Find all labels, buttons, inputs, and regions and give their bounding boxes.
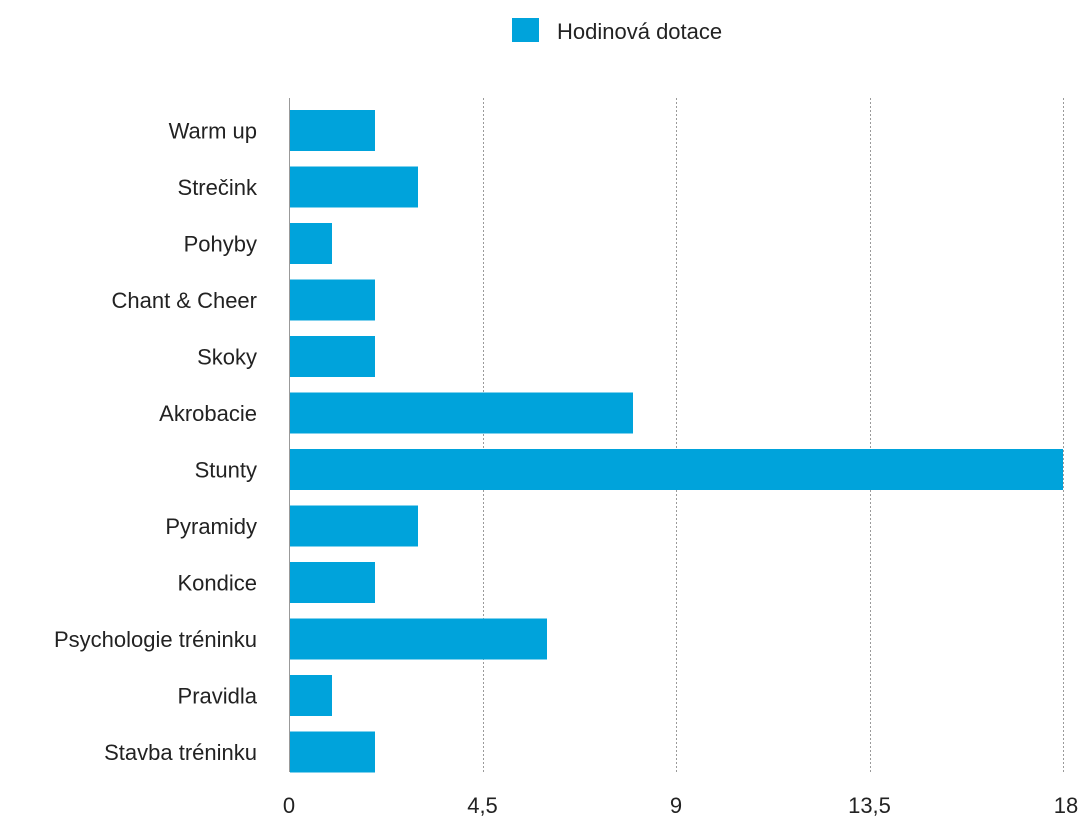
x-tick-label: 0: [283, 793, 295, 818]
bar[interactable]: [290, 279, 375, 321]
legend-swatch: [512, 18, 539, 42]
x-tick-label: 9: [670, 793, 682, 818]
x-tick-label: 18: [1054, 793, 1078, 818]
legend-label: Hodinová dotace: [557, 19, 722, 44]
category-label: Stavba tréninku: [104, 740, 257, 765]
bar[interactable]: [290, 562, 375, 603]
category-labels: Warm up Strečink Pohyby Chant & Cheer Skoky A…: [54, 119, 258, 766]
category-label: Skoky: [197, 345, 257, 370]
bar[interactable]: [290, 505, 418, 547]
category-label: Psychologie tréninku: [54, 627, 257, 652]
category-label: Strečink: [178, 175, 258, 200]
gridlines: [483, 98, 1064, 772]
bar[interactable]: [290, 166, 418, 208]
bar[interactable]: [290, 449, 1063, 490]
category-label: Chant & Cheer: [111, 288, 257, 313]
bars: [290, 110, 1063, 773]
bar[interactable]: [290, 618, 547, 660]
x-tick-label: 13,5: [848, 793, 891, 818]
bar[interactable]: [290, 392, 633, 434]
bar[interactable]: [290, 223, 332, 264]
category-label: Akrobacie: [159, 401, 257, 426]
category-label: Pravidla: [178, 684, 258, 709]
category-label: Pyramidy: [165, 514, 257, 539]
bar[interactable]: [290, 731, 375, 773]
category-label: Kondice: [177, 571, 257, 596]
category-label: Stunty: [195, 458, 257, 483]
bar[interactable]: [290, 336, 375, 377]
bar[interactable]: [290, 110, 375, 151]
legend[interactable]: Hodinová dotace: [512, 18, 722, 44]
category-label: Pohyby: [184, 232, 257, 257]
category-label: Warm up: [169, 119, 257, 144]
bar[interactable]: [290, 675, 332, 716]
x-tick-labels: 0 4,5 9 13,5 18: [283, 793, 1078, 818]
x-tick-label: 4,5: [467, 793, 498, 818]
